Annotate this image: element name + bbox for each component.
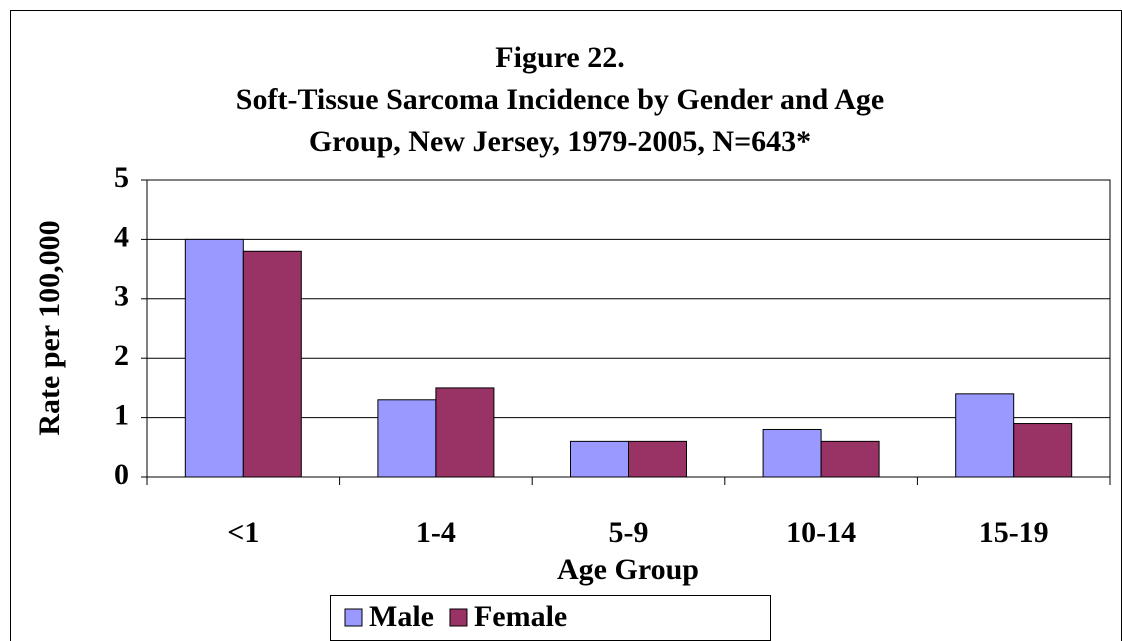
y-tick-label: 3: [114, 280, 129, 313]
x-tick-label: 1-4: [416, 516, 456, 549]
bar: [184, 238, 244, 478]
chart-subtitle: Group, New Jersey, 1979-2005, N=643*: [309, 125, 811, 158]
bar: [377, 399, 437, 478]
bar: [435, 387, 495, 478]
y-tick-label: 1: [114, 398, 129, 431]
bar: [628, 440, 687, 478]
y-tick-label: 2: [114, 339, 129, 372]
x-tick-label: 5-9: [609, 516, 649, 549]
y-axis-title: Rate per 100,000: [33, 220, 66, 435]
legend-label: Male: [369, 600, 434, 633]
legend-swatch: [344, 608, 363, 627]
bar: [242, 250, 302, 478]
x-tick-label: 15-19: [979, 516, 1049, 549]
y-tick-label: 0: [114, 458, 129, 491]
bar: [570, 440, 629, 478]
chart-title: Figure 22.: [495, 41, 624, 74]
legend-label: Female: [474, 600, 567, 633]
chart-subtitle: Soft-Tissue Sarcoma Incidence by Gender …: [236, 83, 884, 116]
bar: [762, 428, 822, 478]
bar: [1013, 423, 1073, 478]
x-tick-label: <1: [227, 516, 259, 549]
bar: [955, 393, 1015, 478]
x-tick-label: 10-14: [786, 516, 856, 549]
legend-swatch: [449, 608, 468, 627]
bar: [820, 440, 880, 478]
y-tick-label: 5: [114, 161, 129, 194]
y-tick-label: 4: [114, 220, 129, 253]
x-axis-title: Age Group: [557, 553, 699, 586]
legend: [330, 595, 771, 641]
